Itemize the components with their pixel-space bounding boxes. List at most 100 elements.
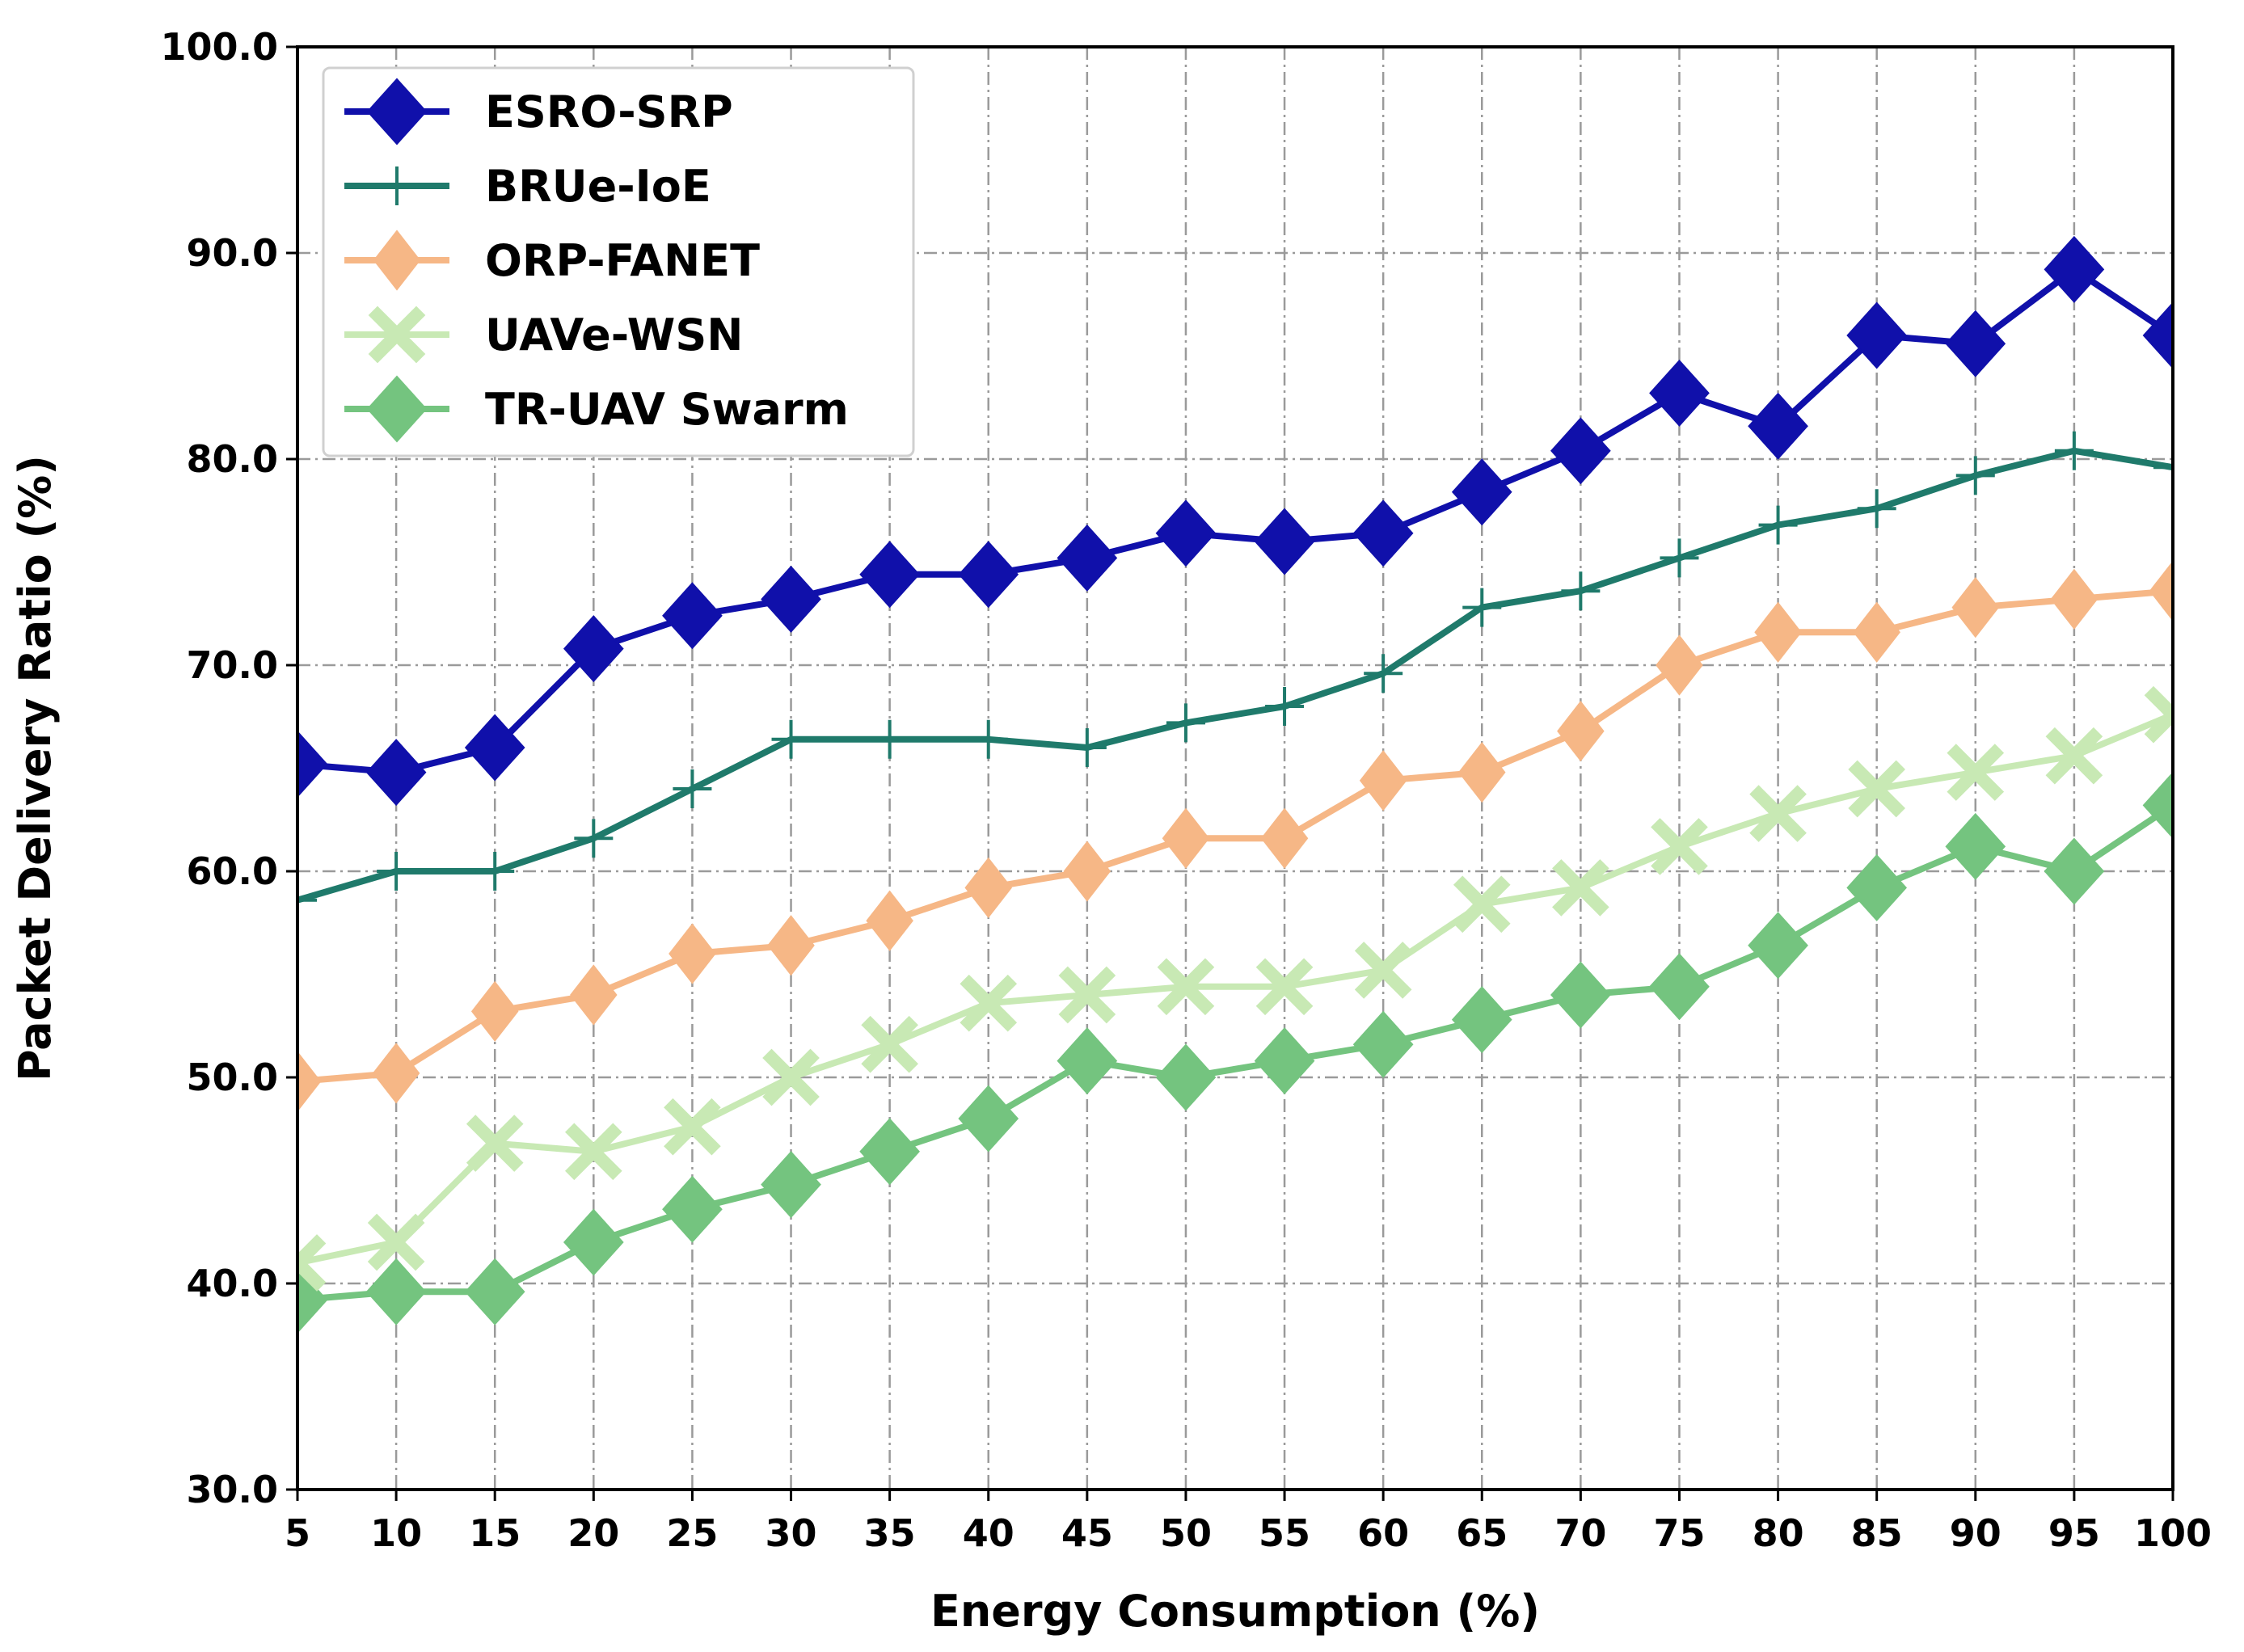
data-point [2054, 431, 2094, 470]
data-point [1947, 744, 2005, 801]
series-esro-srp [297, 235, 2173, 807]
x-tick-label: 40 [963, 1511, 1014, 1555]
data-point [960, 974, 1018, 1032]
data-point [1453, 875, 1511, 933]
data-point [861, 1015, 918, 1073]
x-tick-label: 45 [1061, 1511, 1113, 1555]
data-point [1255, 958, 1314, 1016]
y-tick-label: 80.0 [187, 437, 279, 481]
axis-ticks: 5 10 15 20 25 30 35 40 45 50 55 60 65 70 75 80 85 90 95 100… [160, 25, 2212, 1555]
x-tick-label: 30 [766, 1511, 817, 1555]
data-point [866, 890, 913, 951]
data-point [1758, 505, 1798, 545]
data-point [1067, 728, 1107, 767]
data-point [1945, 310, 2006, 377]
data-point [1651, 818, 1708, 875]
data-point [563, 1208, 624, 1276]
data-point [1660, 538, 1699, 578]
legend-marker [366, 375, 428, 443]
legend: ESRO-SRP BRUe-IoE ORP-FANET UAVe-WSN TR-UAV … [322, 66, 915, 457]
x-tick-label: 50 [1160, 1511, 1212, 1555]
series-line [297, 447, 2173, 904]
y-tick-label: 60.0 [187, 849, 279, 893]
data-point [464, 714, 525, 782]
x-tick-label: 35 [864, 1511, 916, 1555]
y-tick-label: 50.0 [187, 1056, 279, 1099]
data-point [2149, 560, 2173, 622]
series-uave-wsn [297, 685, 2173, 1292]
data-point [1457, 741, 1506, 803]
data-point [1155, 1043, 1217, 1111]
data-point [1557, 700, 1605, 762]
data-point [2050, 568, 2098, 630]
data-point [475, 852, 515, 891]
data-point [1748, 392, 1808, 460]
data-point [1162, 807, 1210, 869]
data-point [2142, 771, 2173, 839]
data-point [761, 565, 821, 633]
data-point [958, 1085, 1019, 1153]
data-point [297, 880, 317, 920]
data-point [2144, 685, 2173, 744]
data-point [958, 541, 1019, 609]
data-point [1451, 458, 1512, 526]
data-point [365, 1258, 427, 1325]
data-point [1265, 687, 1305, 726]
legend-label: BRUe-IoE [485, 161, 711, 212]
data-point [1951, 576, 2000, 638]
y-tick-label: 90.0 [187, 231, 279, 275]
series-tr-uav-swarm [297, 771, 2173, 1334]
x-tick-label: 95 [2048, 1511, 2100, 1555]
series-group [297, 235, 2173, 1334]
data-point [1550, 961, 1611, 1029]
data-point [1749, 785, 1807, 842]
x-tick-label: 80 [1753, 1511, 1804, 1555]
x-tick-label: 10 [370, 1511, 422, 1555]
x-tick-label: 100 [2134, 1511, 2212, 1555]
data-point [1166, 703, 1205, 743]
data-point [574, 819, 614, 858]
data-point [1754, 601, 1802, 663]
x-tick-label: 5 [285, 1511, 310, 1555]
data-point [1561, 571, 1601, 611]
x-tick-label: 90 [1950, 1511, 2001, 1555]
legend-marker [378, 166, 416, 205]
data-point [664, 1098, 721, 1156]
data-point [1057, 524, 1118, 592]
data-point [1058, 966, 1116, 1024]
data-point [470, 980, 519, 1043]
x-axis-label: Energy Consumption (%) [930, 1586, 1540, 1637]
legend-box [322, 66, 915, 457]
data-point [1352, 499, 1414, 567]
data-point [1354, 942, 1412, 999]
data-point [297, 1234, 327, 1292]
data-point [968, 719, 1008, 759]
x-tick-label: 75 [1653, 1511, 1705, 1555]
legend-item: UAVe-WSN [344, 306, 743, 364]
data-point [859, 1118, 920, 1186]
data-point [2044, 837, 2105, 905]
data-point [365, 739, 427, 807]
data-point [1853, 601, 1900, 663]
data-point [1352, 1010, 1414, 1078]
data-point [2142, 301, 2173, 369]
x-tick-label: 20 [567, 1511, 619, 1555]
x-tick-label: 65 [1456, 1511, 1508, 1555]
legend-marker [366, 78, 428, 145]
data-point [2044, 235, 2105, 303]
legend-marker [368, 306, 426, 364]
data-point [1848, 760, 1905, 818]
data-point [1748, 912, 1808, 980]
data-point [466, 1115, 524, 1172]
data-point [662, 582, 723, 650]
data-point [771, 719, 811, 759]
data-point [1157, 958, 1215, 1016]
legend-item: TR-UAV Swarm [344, 375, 849, 443]
data-point [1955, 456, 1995, 495]
legend-item: ORP-FANET [344, 230, 760, 291]
legend-item: ESRO-SRP [344, 78, 733, 145]
legend-label: TR-UAV Swarm [485, 384, 849, 435]
data-point [1057, 1027, 1118, 1095]
data-point [673, 769, 712, 808]
